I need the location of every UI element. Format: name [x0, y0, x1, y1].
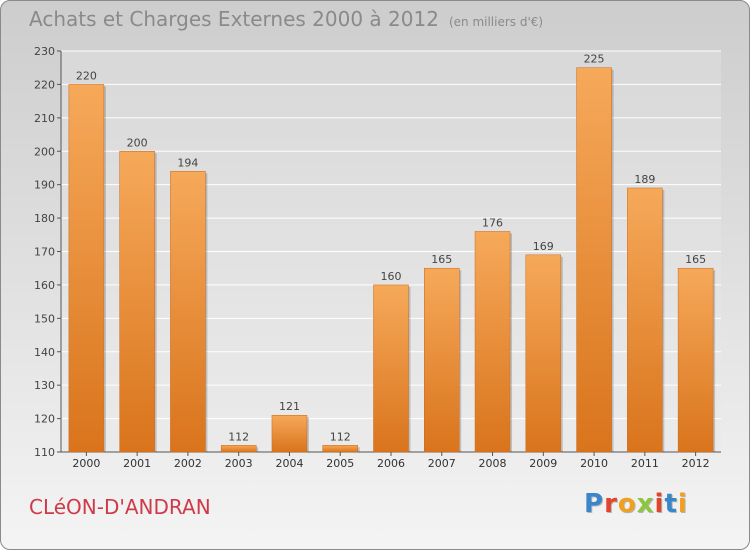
x-tick-label: 2006	[377, 457, 405, 470]
bar	[424, 267, 460, 453]
bar-value-label: 220	[76, 69, 97, 82]
bar-value-label: 225	[584, 53, 605, 66]
bar-value-label: 176	[482, 216, 503, 229]
bar	[677, 267, 714, 453]
bar	[525, 254, 562, 453]
y-tick-label: 210	[34, 112, 55, 125]
y-tick-label: 120	[34, 413, 55, 426]
bar-value-label: 194	[177, 156, 198, 169]
x-tick-label: 2008	[479, 457, 507, 470]
bar	[220, 445, 257, 453]
bar-value-label: 200	[127, 136, 148, 149]
bar	[170, 171, 206, 453]
chart-title-text: Achats et Charges Externes 2000 à 2012	[29, 7, 439, 31]
y-tick-label: 220	[34, 78, 55, 91]
x-tick-label: 2001	[123, 457, 151, 470]
bar-value-label: 189	[634, 173, 655, 186]
proxiti-logo: Proxiti	[584, 489, 688, 519]
bar-value-label: 121	[279, 400, 300, 413]
y-tick-label: 140	[34, 346, 55, 359]
bar	[576, 67, 612, 453]
y-tick-label: 170	[34, 246, 55, 259]
y-tick-label: 160	[34, 279, 55, 292]
bar	[474, 231, 511, 453]
x-tick-label: 2002	[174, 457, 202, 470]
bar	[627, 187, 663, 453]
bar-value-label: 160	[381, 270, 402, 283]
chart-title: Achats et Charges Externes 2000 à 2012 (e…	[29, 7, 543, 31]
x-tick-label: 2012	[682, 457, 710, 470]
y-tick-label: 200	[34, 145, 55, 158]
x-tick-label: 2000	[72, 457, 100, 470]
x-tick-label: 2003	[225, 457, 253, 470]
x-tick-label: 2007	[428, 457, 456, 470]
bar	[68, 84, 105, 453]
x-tick-label: 2010	[580, 457, 608, 470]
bar-value-label: 112	[330, 430, 351, 443]
bar	[322, 445, 358, 453]
x-tick-label: 2004	[275, 457, 303, 470]
y-tick-label: 110	[34, 446, 55, 459]
bar	[373, 284, 409, 453]
bar-value-label: 112	[228, 430, 249, 443]
bar-value-label: 165	[685, 253, 706, 266]
bar	[271, 414, 308, 453]
x-tick-label: 2011	[631, 457, 659, 470]
x-tick-label: 2009	[529, 457, 557, 470]
chart-unit: (en milliers d'€)	[448, 15, 544, 29]
bar	[119, 151, 155, 453]
y-tick-label: 130	[34, 379, 55, 392]
bar-value-label: 165	[431, 253, 452, 266]
x-tick-label: 2005	[326, 457, 354, 470]
y-tick-label: 180	[34, 212, 55, 225]
y-tick-label: 190	[34, 179, 55, 192]
y-tick-label: 150	[34, 312, 55, 325]
commune-name: CLéON-D'ANDRAN	[29, 495, 211, 519]
bar-value-label: 169	[533, 240, 554, 253]
y-tick-label: 230	[34, 45, 55, 58]
